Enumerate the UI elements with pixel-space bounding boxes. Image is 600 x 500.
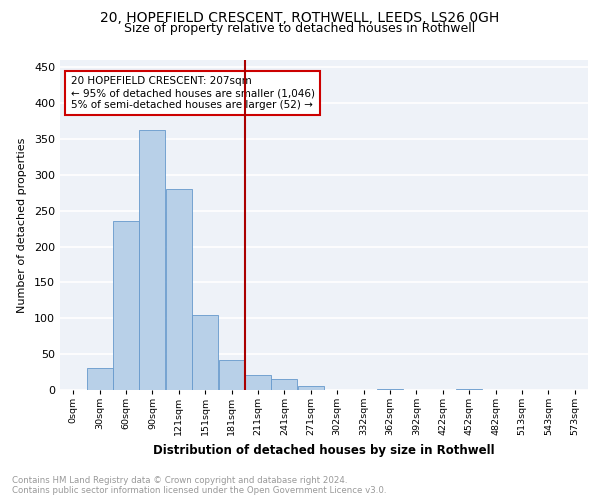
Bar <box>192 314 218 390</box>
Text: Contains HM Land Registry data © Crown copyright and database right 2024.
Contai: Contains HM Land Registry data © Crown c… <box>12 476 386 495</box>
Bar <box>377 388 403 390</box>
Bar <box>113 220 139 390</box>
Bar <box>139 130 166 390</box>
Text: 20 HOPEFIELD CRESCENT: 207sqm
← 95% of detached houses are smaller (1,046)
5% of: 20 HOPEFIELD CRESCENT: 207sqm ← 95% of d… <box>71 76 314 110</box>
Bar <box>86 368 113 390</box>
X-axis label: Distribution of detached houses by size in Rothwell: Distribution of detached houses by size … <box>153 444 495 457</box>
Bar <box>166 189 192 390</box>
Text: Size of property relative to detached houses in Rothwell: Size of property relative to detached ho… <box>124 22 476 35</box>
Bar <box>218 360 245 390</box>
Bar <box>245 375 271 390</box>
Y-axis label: Number of detached properties: Number of detached properties <box>17 138 27 312</box>
Text: 20, HOPEFIELD CRESCENT, ROTHWELL, LEEDS, LS26 0GH: 20, HOPEFIELD CRESCENT, ROTHWELL, LEEDS,… <box>100 11 500 25</box>
Bar <box>271 378 298 390</box>
Bar <box>298 386 324 390</box>
